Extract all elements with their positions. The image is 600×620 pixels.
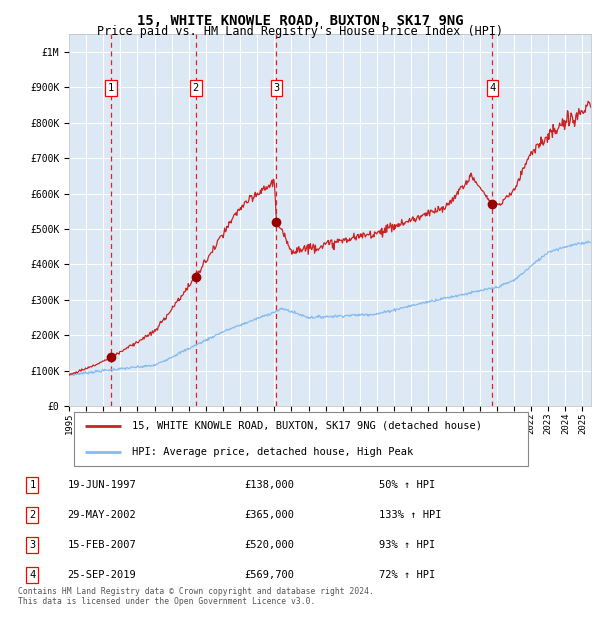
- Text: £520,000: £520,000: [245, 540, 295, 550]
- Text: 29-MAY-2002: 29-MAY-2002: [67, 510, 136, 520]
- Text: 1: 1: [29, 480, 35, 490]
- Text: 15, WHITE KNOWLE ROAD, BUXTON, SK17 9NG: 15, WHITE KNOWLE ROAD, BUXTON, SK17 9NG: [137, 14, 463, 28]
- Text: 15-FEB-2007: 15-FEB-2007: [67, 540, 136, 550]
- Text: 3: 3: [274, 83, 280, 93]
- Text: 2: 2: [193, 83, 199, 93]
- Text: 50% ↑ HPI: 50% ↑ HPI: [379, 480, 435, 490]
- FancyBboxPatch shape: [74, 412, 529, 466]
- Text: HPI: Average price, detached house, High Peak: HPI: Average price, detached house, High…: [131, 446, 413, 456]
- Text: 1: 1: [108, 83, 114, 93]
- Text: Price paid vs. HM Land Registry's House Price Index (HPI): Price paid vs. HM Land Registry's House …: [97, 25, 503, 38]
- Text: 72% ↑ HPI: 72% ↑ HPI: [379, 570, 435, 580]
- Text: 2: 2: [29, 510, 35, 520]
- Text: £569,700: £569,700: [245, 570, 295, 580]
- Text: 15, WHITE KNOWLE ROAD, BUXTON, SK17 9NG (detached house): 15, WHITE KNOWLE ROAD, BUXTON, SK17 9NG …: [131, 421, 482, 431]
- Text: 3: 3: [29, 540, 35, 550]
- Text: 25-SEP-2019: 25-SEP-2019: [67, 570, 136, 580]
- Text: Contains HM Land Registry data © Crown copyright and database right 2024.
This d: Contains HM Land Registry data © Crown c…: [18, 587, 374, 606]
- Text: 133% ↑ HPI: 133% ↑ HPI: [379, 510, 441, 520]
- Text: 4: 4: [489, 83, 496, 93]
- Text: 93% ↑ HPI: 93% ↑ HPI: [379, 540, 435, 550]
- Text: 4: 4: [29, 570, 35, 580]
- Text: £138,000: £138,000: [245, 480, 295, 490]
- Text: 19-JUN-1997: 19-JUN-1997: [67, 480, 136, 490]
- Text: £365,000: £365,000: [245, 510, 295, 520]
